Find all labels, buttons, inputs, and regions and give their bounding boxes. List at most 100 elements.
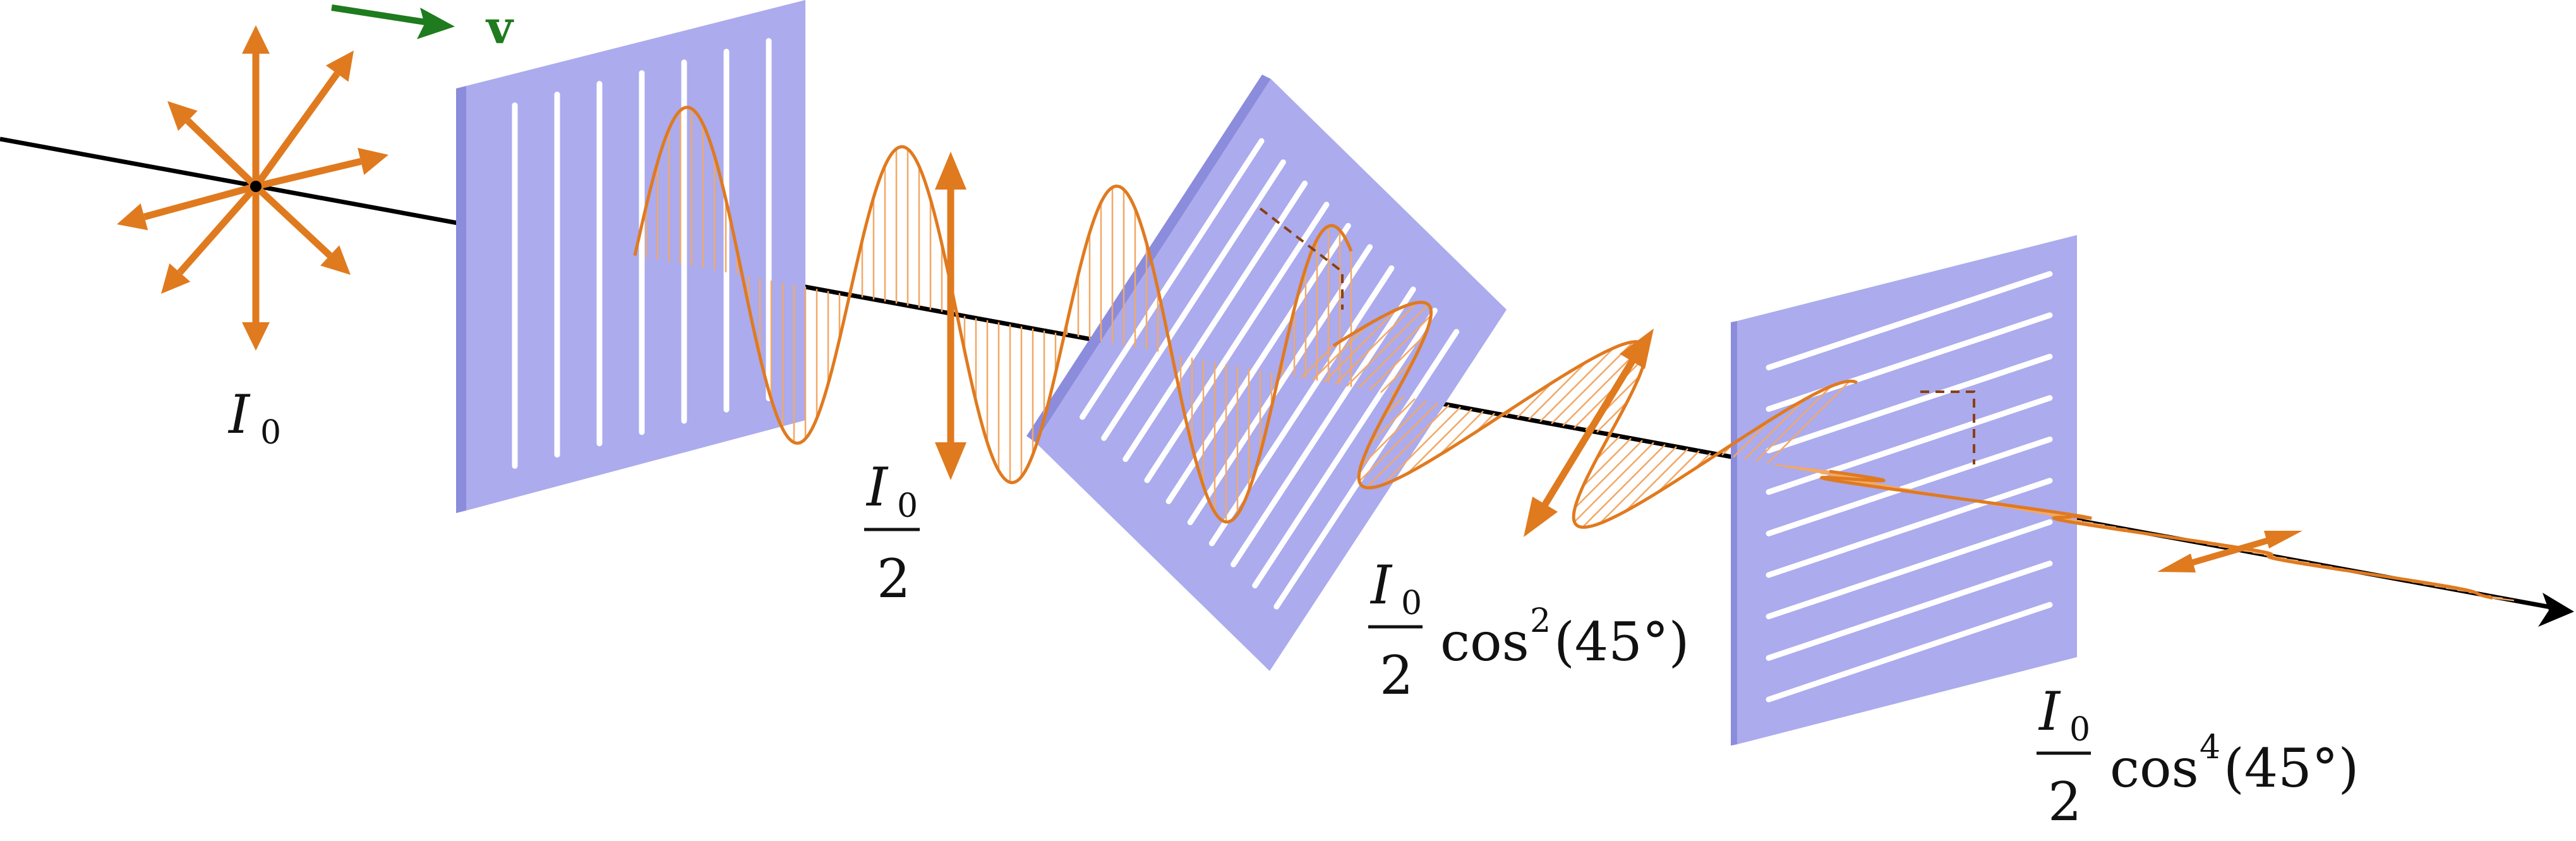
projection-dashes [1259,207,1975,464]
hatch-line [1357,315,1432,389]
label3-subscript: 0 [1401,584,1422,622]
unpolarized-light-star [117,25,388,351]
star-ray [143,183,257,221]
star-ray-head [242,322,270,351]
star-ray [253,183,332,258]
label3-arg: (45°) [1554,611,1689,673]
label4-symbol: I [2038,681,2061,742]
label4-denominator: 2 [2048,771,2081,833]
star-ray [177,184,259,275]
velocity-arrow [331,4,455,39]
hatch-line [1582,437,1632,487]
star-ray [185,118,258,189]
intensity-label-4: I 0 2 cos 4 (45°) [2037,681,2359,833]
slit [1766,519,2053,620]
star-ray-head [358,148,388,175]
axis-arrowhead [2538,593,2574,627]
hatch-line [1301,345,1334,378]
polarizer-diagonal [1026,75,1507,671]
label2-subscript: 0 [897,487,918,525]
velocity-label: v [485,0,514,54]
hatch-line [1551,341,1634,425]
label3-denominator: 2 [1380,644,1413,706]
star-ray [255,158,362,190]
hatch-line [1369,334,1426,391]
star-ray-head [167,101,198,131]
polarization-arrow-vertical [935,152,966,480]
wave-group [633,106,2515,602]
hatch-line [1539,347,1615,423]
slit [1766,560,2053,661]
hatch-line [1574,440,1643,509]
hatch-line [1407,408,1472,475]
label2-symbol: I [865,456,889,518]
hatch-line [1335,302,1417,385]
slit [1766,602,2053,703]
slit [1144,202,1330,483]
hatch-line [1323,309,1397,383]
hatch-line [1657,450,1700,493]
polarizer-vertical [456,0,805,513]
hatch-line [1438,410,1484,456]
hatch-line [1358,402,1438,482]
hatch-line [1625,448,1688,512]
label4-arg: (45°) [2224,737,2359,799]
slit [1766,478,2053,578]
hatch-line [1312,324,1369,381]
hatch-line [1381,406,1461,486]
polarization-arrow-horizontal [2157,531,2302,572]
hatch-line [1346,304,1429,387]
label4-power: 4 [2200,729,2220,766]
hatch-line [1360,400,1427,468]
hatch-line [2491,596,2515,602]
slit [1208,265,1395,547]
wave-horizontal [1819,469,2493,600]
star-ray [253,71,340,189]
label3-power: 2 [1530,602,1551,640]
label4-func: cos [2110,737,2199,799]
wave-diagonal [1332,300,1858,529]
label3-func: cos [1440,611,1529,673]
wave-vertical [633,106,1353,524]
hatch-line [1733,418,1772,458]
star-ray-head [117,203,148,231]
hatch-line [1767,380,1851,464]
slit [1079,138,1265,420]
slit [1273,329,1460,610]
intensity-label-3: I 0 2 cos 2 (45°) [1368,554,1689,706]
star-ray-head [320,245,351,275]
hatch-line [1380,358,1415,394]
label3-symbol: I [1369,554,1393,616]
slit [1766,270,2053,371]
star-ray-head [325,51,354,82]
polarization-arrow-diagonal [1524,329,1654,537]
hatch-line [1596,401,1628,433]
label1-symbol: I [227,384,251,445]
star-center [250,181,262,192]
slit [1165,222,1351,504]
hatch-line [1755,385,1832,463]
slit [1766,353,2053,454]
slit [1252,308,1438,589]
star-ray-head [242,25,270,54]
hatch-line [1744,399,1805,460]
hatch-line [1599,446,1677,524]
slit [1766,395,2053,495]
hatch-line [1574,442,1654,523]
hatch-line [1366,404,1450,488]
hatch-line [1517,382,1553,418]
wave-vertical-hatching [645,108,1352,523]
label4-subscript: 0 [2069,711,2090,749]
label2-denominator: 2 [877,548,910,610]
label1-subscript: 0 [260,414,281,452]
slit [1101,159,1286,441]
star-ray-head [161,263,191,294]
hatch-line [1582,444,1666,528]
intensity-label-1: I 0 [227,384,281,452]
hatch-line [1528,361,1587,420]
slit [1122,180,1308,463]
slit [1766,436,2053,536]
intensity-label-2: I 0 2 [864,456,920,610]
hatch-line [1368,398,1416,445]
